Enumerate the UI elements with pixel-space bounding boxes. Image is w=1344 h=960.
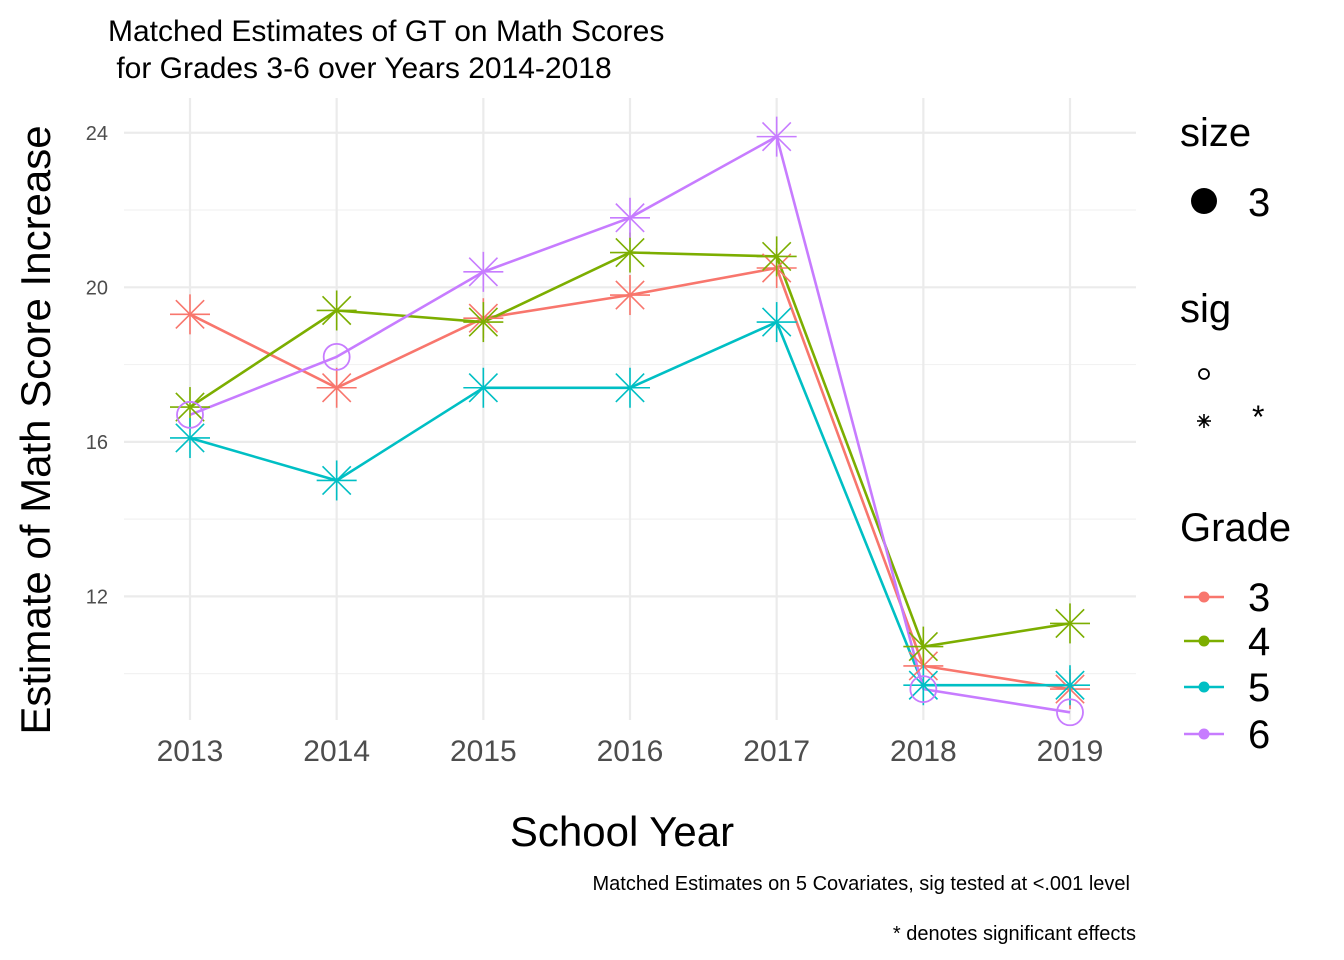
legend-sig-label-star: *: [1252, 399, 1264, 435]
legend-grade-label: 4: [1248, 620, 1270, 664]
legend-sig-star-key: [1197, 414, 1211, 428]
legend-grade-title: Grade: [1180, 506, 1291, 550]
x-tick-label: 2014: [303, 735, 370, 768]
x-tick-label: 2013: [157, 735, 224, 768]
data-point-grade-6: [909, 675, 938, 703]
data-point-grade-4: [170, 387, 210, 428]
legend-grade-key-dot: [1198, 728, 1210, 740]
data-point-grade-5: [170, 417, 210, 458]
legend-grade-key-dot: [1198, 635, 1210, 647]
data-point-grade-5: [463, 367, 504, 408]
data-point-grade-5: [316, 460, 357, 501]
y-axis-label: Estimate of Math Score Increase: [12, 125, 59, 734]
x-tick-label: 2018: [890, 735, 957, 768]
data-point-grade-4: [903, 626, 944, 667]
x-axis-label: School Year: [510, 808, 734, 855]
data-point-grade-6: [1056, 698, 1084, 727]
data-point-grade-5: [756, 302, 797, 343]
legend-sig-star-glyph: [1197, 414, 1211, 428]
y-tick-label: 20: [86, 277, 108, 299]
legend-size-key-dot: [1191, 188, 1217, 214]
legend-sig-title: sig: [1180, 287, 1231, 331]
data-point-grade-5: [1050, 665, 1090, 706]
data-point-grade-3: [610, 275, 650, 316]
caption-line-2: * denotes significant effects: [893, 923, 1136, 945]
legend-size-label: 3: [1248, 181, 1270, 225]
x-tick-label: 2015: [450, 735, 517, 768]
chart-subtitle: for Grades 3-6 over Years 2014-2018: [108, 52, 612, 85]
data-point-grade-4: [610, 232, 650, 273]
data-point-grade-5: [903, 665, 944, 706]
y-tick-label: 16: [86, 432, 108, 454]
data-point-grade-3: [170, 294, 210, 335]
data-point-grade-3: [316, 367, 357, 408]
data-point-grade-6: [756, 116, 797, 157]
y-axis-ticks: 12 16 20 24: [86, 123, 108, 609]
data-point-grade-6: [322, 342, 351, 371]
caption-line-1: Matched Estimates on 5 Covariates, sig t…: [592, 873, 1130, 895]
chart-title: Matched Estimates of GT on Math Scores: [108, 15, 664, 48]
legend-grade-label: 6: [1248, 713, 1270, 757]
data-point-grade-4: [1050, 603, 1090, 644]
data-point-grade-4: [463, 302, 504, 343]
grid-major: [124, 98, 1136, 720]
legend-grade-label: 3: [1248, 576, 1270, 620]
data-point-grade-6: [610, 197, 650, 238]
x-axis-ticks: 2013 2014 2015 2016 2017 2018 2019: [157, 735, 1104, 768]
y-tick-label: 12: [86, 586, 108, 608]
series-points: [170, 116, 1090, 727]
x-tick-label: 2016: [597, 735, 664, 768]
legend-grade-key-dot: [1198, 591, 1210, 603]
legend-grade-key-dot: [1198, 681, 1210, 693]
legend-sig-open-key: [1198, 368, 1210, 380]
data-point-grade-5: [610, 367, 650, 408]
legend-grade-label: 5: [1248, 666, 1270, 710]
legend-size-title: size: [1180, 111, 1251, 155]
y-tick-label: 24: [86, 123, 108, 145]
data-point-grade-6: [463, 251, 504, 292]
x-tick-label: 2019: [1037, 735, 1104, 768]
x-tick-label: 2017: [743, 735, 810, 768]
data-point-grade-4: [316, 290, 357, 331]
data-point-grade-4: [756, 236, 797, 277]
data-point-grade-6: [176, 400, 204, 429]
